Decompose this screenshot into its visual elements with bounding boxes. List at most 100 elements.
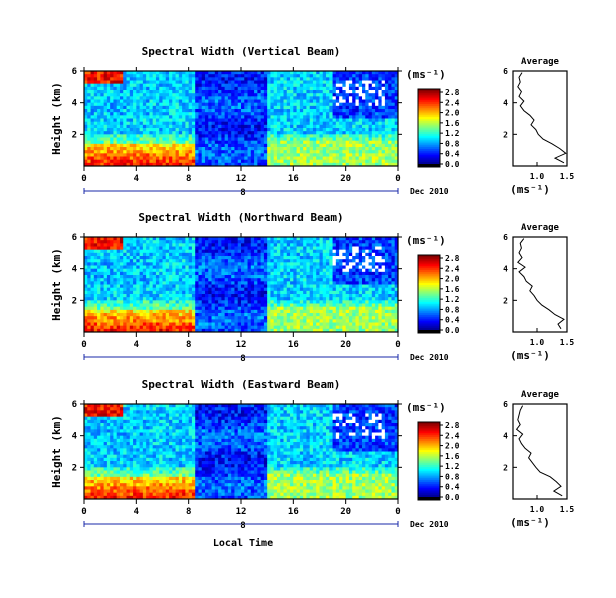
heatmap-cell — [155, 262, 160, 266]
heatmap-cell — [211, 325, 216, 330]
heatmap-cell — [162, 281, 167, 285]
heatmap-cell — [84, 159, 88, 164]
heatmap-cell — [133, 71, 137, 75]
heatmap-cell — [263, 281, 268, 285]
heatmap-cell — [110, 156, 114, 161]
heatmap-cell — [244, 319, 248, 323]
heatmap-cell — [195, 162, 199, 167]
heatmap-cell — [93, 262, 98, 266]
heatmap-cell — [146, 147, 150, 151]
heatmap-cell — [182, 259, 186, 263]
heatmap-cell — [221, 281, 226, 285]
heatmap-cell — [208, 325, 212, 330]
heatmap-cell — [100, 278, 105, 282]
heatmap-cell — [280, 322, 284, 327]
heatmap-cell — [103, 237, 108, 241]
heatmap-cell — [106, 256, 111, 260]
heatmap-cell — [110, 115, 114, 119]
heatmap-cell — [198, 271, 203, 276]
heatmap-cell — [172, 309, 176, 314]
heatmap-cell — [188, 96, 193, 100]
heatmap-cell — [100, 300, 105, 304]
heatmap-cell — [345, 124, 350, 129]
heatmap-cell — [296, 265, 301, 270]
heatmap-cell — [185, 112, 190, 116]
heatmap-cell — [257, 325, 262, 330]
heatmap-cell — [152, 262, 157, 266]
heatmap-cell — [126, 262, 131, 266]
heatmap-cell — [384, 96, 389, 100]
heatmap-cell — [290, 118, 294, 123]
heatmap-cell — [205, 303, 209, 308]
heatmap-cell — [126, 300, 131, 304]
heatmap-cell — [296, 313, 301, 317]
heatmap-cell — [185, 115, 190, 119]
x-tick-label: 0 — [81, 174, 86, 184]
heatmap-cell — [371, 128, 376, 132]
heatmap-cell — [126, 150, 131, 154]
heatmap-cell — [90, 147, 95, 151]
heatmap-cell — [296, 128, 301, 132]
heatmap-cell — [260, 256, 265, 260]
heatmap-cell — [185, 83, 190, 88]
heatmap-cell — [185, 278, 190, 282]
heatmap-cell — [263, 278, 268, 282]
heatmap-cell — [391, 131, 396, 135]
heatmap-cell — [224, 99, 229, 104]
heatmap-cell — [165, 156, 170, 161]
heatmap-cell — [188, 112, 193, 116]
heatmap-cell — [355, 83, 360, 88]
heatmap-cell — [185, 237, 190, 241]
heatmap-cell — [119, 243, 124, 247]
heatmap-cell — [129, 77, 134, 81]
heatmap-cell — [97, 150, 101, 154]
heatmap-cell — [100, 271, 105, 276]
heatmap-cell — [110, 309, 114, 314]
heatmap-cell — [191, 275, 196, 279]
heatmap-cell — [175, 240, 180, 244]
heatmap-cell — [97, 287, 101, 292]
heatmap-cell — [129, 115, 134, 119]
heatmap-cell — [103, 112, 108, 116]
heatmap-cell — [335, 140, 340, 145]
heatmap-cell — [280, 99, 284, 104]
heatmap-cell — [257, 96, 262, 100]
heatmap-cell — [90, 306, 95, 311]
heatmap-cell — [260, 325, 265, 330]
heatmap-cell — [169, 159, 173, 164]
colorbar-tick-label: 0.0 — [445, 160, 460, 169]
heatmap-cell — [332, 134, 337, 138]
heatmap-cell — [286, 109, 291, 113]
panel-1: Spectral Width (Northward Beam)0 4 8 12 16 20… — [50, 211, 574, 364]
heatmap-cell — [290, 290, 294, 295]
heatmap-cell — [113, 297, 118, 301]
heatmap-cell — [247, 246, 252, 251]
heatmap-cell — [342, 93, 347, 97]
heatmap-cell — [247, 150, 252, 154]
heatmap-cell — [234, 281, 239, 285]
heatmap-cell — [270, 319, 275, 323]
heatmap-cell — [191, 121, 196, 126]
heatmap-cell — [257, 105, 262, 110]
heatmap-cell — [136, 303, 140, 308]
heatmap-cell — [254, 80, 258, 85]
colorbar-swatch — [418, 149, 440, 152]
heatmap-cell — [309, 109, 314, 113]
heatmap-cell — [84, 265, 88, 270]
heatmap-cell — [263, 112, 268, 116]
heatmap-cell — [172, 99, 176, 104]
heatmap-cell — [139, 74, 144, 78]
heatmap-cell — [231, 246, 235, 251]
heatmap-cell — [136, 143, 140, 148]
colorbar-swatch — [418, 119, 440, 122]
heatmap-cell — [205, 96, 209, 100]
heatmap-cell — [260, 322, 265, 327]
heatmap-cell — [136, 271, 140, 276]
heatmap-cell — [211, 246, 216, 251]
heatmap-cell — [182, 77, 186, 81]
heatmap-cell — [136, 249, 140, 254]
heatmap-cell — [110, 140, 114, 145]
heatmap-cell — [182, 137, 186, 142]
heatmap-cell — [152, 96, 157, 100]
heatmap-cell — [93, 96, 98, 100]
